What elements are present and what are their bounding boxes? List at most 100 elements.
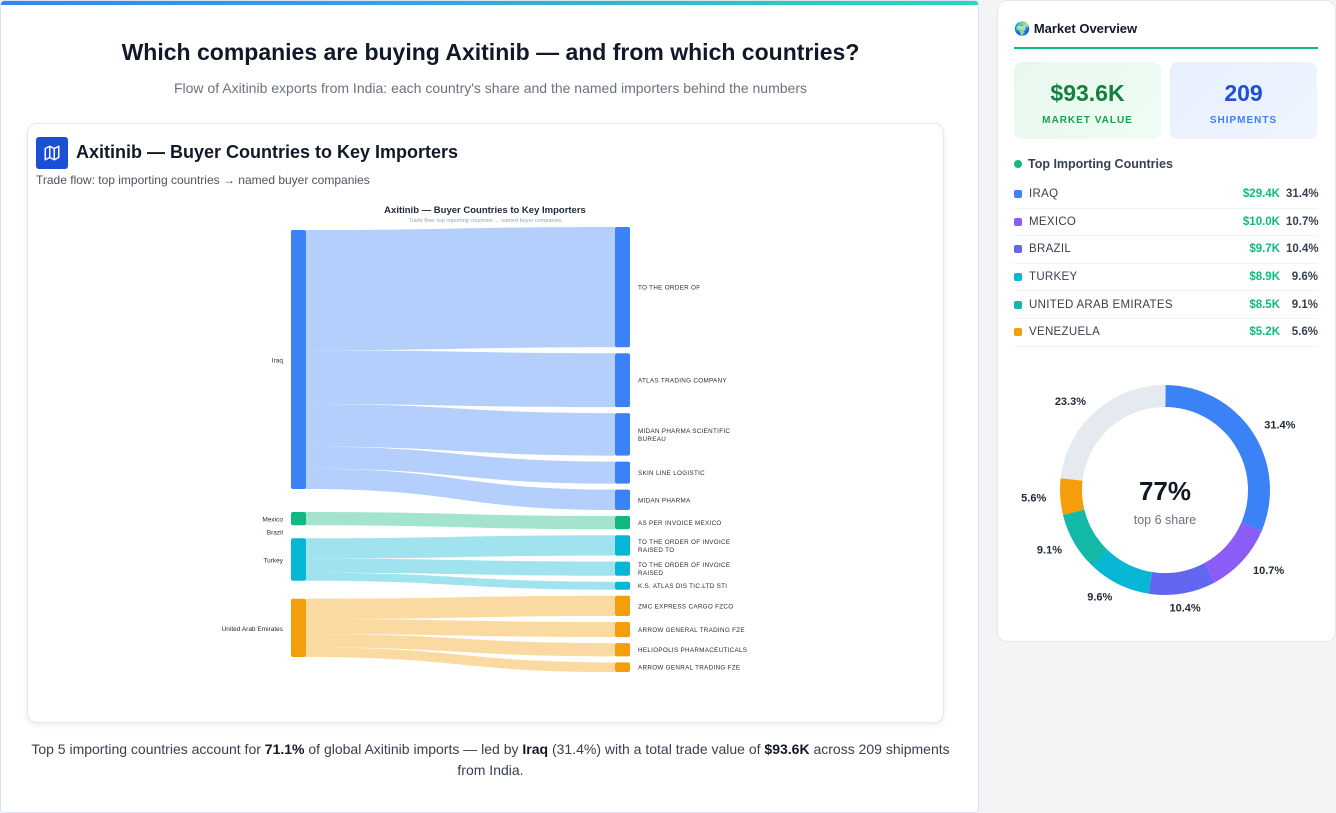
slice-label: 31.4% — [1264, 419, 1295, 431]
donut-slice[interactable] — [1092, 550, 1153, 594]
country-list: IRAQ $29.4K 31.4% MEXICO $10.0K 10.7% BRAZIL $9… — [1014, 181, 1319, 347]
country-value: $8.9K — [1249, 271, 1280, 284]
source-node[interactable] — [291, 512, 306, 526]
target-label: HELIOPOLIS PHARMACEUTICALS — [638, 647, 747, 654]
donut-slice[interactable] — [1062, 509, 1108, 567]
flow-link[interactable] — [306, 595, 615, 620]
target-node[interactable] — [615, 516, 630, 530]
country-value: $9.7K — [1249, 243, 1280, 256]
target-node[interactable] — [615, 581, 630, 590]
country-pct: 10.7% — [1286, 215, 1319, 228]
country-name: VENEZUELA — [1029, 326, 1101, 339]
flow-link[interactable] — [306, 404, 615, 456]
donut-slice[interactable] — [1060, 478, 1085, 515]
flow-link[interactable] — [306, 446, 615, 484]
slice-label: 9.1% — [1037, 545, 1062, 557]
target-label: ARROW GENERAL TRADING FZE — [638, 627, 745, 634]
target-label: ATLAS TRADING COMPANY — [638, 378, 727, 385]
country-name: BRAZIL — [1029, 243, 1072, 256]
flow-link[interactable] — [306, 512, 615, 530]
globe-icon: 🌍 — [1014, 21, 1031, 36]
source-node[interactable] — [291, 538, 306, 581]
donut-slice[interactable] — [1165, 385, 1270, 532]
share-donut-chart: 31.4% 10.7% 10.4% 9.6% 9.1% 5.6% 23.3% 77% top 6… — [1021, 385, 1296, 614]
country-pct: 5.6% — [1291, 326, 1318, 339]
target-node[interactable] — [615, 227, 630, 348]
target-label: ARROW GENRAL TRADING FZE — [638, 665, 740, 672]
donut-center-label: top 6 share — [1134, 513, 1197, 527]
flow-link[interactable] — [306, 558, 615, 576]
color-swatch — [1014, 245, 1022, 254]
target-node[interactable] — [615, 413, 630, 456]
main-panel: Which companies are buying Axitinib — an… — [0, 0, 979, 813]
country-row: BRAZIL $9.7K 10.4% — [1014, 236, 1319, 264]
country-pct: 31.4% — [1286, 188, 1319, 201]
flow-link[interactable] — [306, 468, 615, 511]
top-accent-bar — [1, 1, 978, 5]
source-label: United Arab Emirates — [222, 626, 284, 633]
country-value: $5.2K — [1249, 326, 1280, 339]
flow-link[interactable] — [306, 350, 615, 408]
flow-link[interactable] — [306, 227, 615, 351]
country-name: TURKEY — [1029, 271, 1078, 284]
sankey-card: Axitinib — Buyer Countries to Key Import… — [27, 123, 944, 723]
top-countries-heading: Top Importing Countries — [1014, 157, 1173, 171]
flow-link[interactable] — [306, 619, 615, 638]
country-value: $10.0K — [1242, 215, 1280, 228]
flow-link[interactable] — [306, 535, 615, 559]
color-swatch — [1014, 190, 1022, 199]
source-label: Iraq — [272, 358, 284, 365]
card-title: Axitinib — Buyer Countries to Key Import… — [76, 142, 459, 162]
target-node[interactable] — [615, 353, 630, 408]
color-swatch — [1014, 328, 1022, 337]
country-row: VENEZUELA $5.2K 5.6% — [1014, 319, 1318, 347]
flow-link[interactable] — [306, 634, 615, 657]
divider — [1014, 47, 1318, 49]
page-subtitle: Flow of Axitinib exports from India: eac… — [173, 80, 807, 96]
target-label: AS PER INVOICE MEXICO — [638, 520, 722, 527]
market-value-kpi: $93.6K MARKET VALUE — [1014, 62, 1161, 139]
donut-slice[interactable] — [1060, 385, 1166, 481]
target-label: TO THE ORDER OF INVOICE RAISED TO — [638, 539, 730, 554]
country-row: UNITED ARAB EMIRATES $8.5K 9.1% — [1014, 291, 1318, 319]
target-node[interactable] — [615, 643, 630, 657]
summary-text: Top 5 importing countries account for 71… — [31, 741, 950, 778]
source-node[interactable] — [291, 598, 306, 658]
country-value: $8.5K — [1249, 298, 1280, 311]
country-pct: 9.6% — [1291, 271, 1318, 284]
slice-label: 5.6% — [1021, 492, 1046, 504]
country-pct: 9.1% — [1291, 298, 1318, 311]
target-label: ZMC EXPRESS CARGO FZCO — [638, 603, 733, 610]
market-overview-title: 🌍 Market Overview — [1014, 21, 1138, 36]
flow-link[interactable] — [306, 647, 615, 673]
target-label: SKIN LINE LOGISTIC — [638, 470, 705, 477]
sankey-subtitle: Trade flow: top importing countries → na… — [409, 218, 562, 224]
sankey-title: Axitinib — Buyer Countries to Key Import… — [384, 205, 586, 216]
target-label: K.S. ATLAS DIS TIC.LTD STI — [638, 583, 727, 590]
flow-link[interactable] — [306, 572, 615, 590]
country-row: MEXICO $10.0K 10.7% — [1014, 209, 1319, 237]
source-label: Turkey — [263, 557, 283, 564]
target-node[interactable] — [615, 461, 630, 484]
country-name: UNITED ARAB EMIRATES — [1029, 298, 1173, 311]
donut-slice[interactable] — [1148, 562, 1216, 595]
source-node[interactable] — [291, 230, 306, 490]
target-node[interactable] — [615, 622, 630, 638]
target-node[interactable] — [615, 595, 630, 617]
page-title: Which companies are buying Axitinib — an… — [121, 39, 860, 65]
slice-label: 9.6% — [1087, 592, 1112, 604]
color-swatch — [1014, 217, 1022, 226]
country-name: MEXICO — [1029, 215, 1077, 228]
target-node[interactable] — [615, 662, 630, 673]
country-row: IRAQ $29.4K 31.4% — [1014, 181, 1319, 209]
color-swatch — [1014, 300, 1022, 309]
target-label: TO THE ORDER OF INVOICE RAISED — [638, 562, 730, 577]
card-subtitle: Trade flow: top importing countries → na… — [36, 173, 370, 187]
source-label: Mexico — [262, 517, 283, 524]
slice-label: 10.4% — [1169, 602, 1200, 614]
target-node[interactable] — [615, 535, 630, 556]
target-node[interactable] — [615, 489, 630, 511]
target-node[interactable] — [615, 561, 630, 576]
donut-slice[interactable] — [1204, 522, 1262, 583]
sankey-chart: Axitinib — Buyer Countries to Key Import… — [222, 205, 747, 673]
